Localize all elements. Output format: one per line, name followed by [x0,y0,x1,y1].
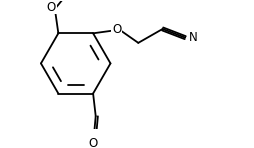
Text: O: O [47,1,56,14]
Text: O: O [88,137,98,148]
Text: O: O [112,23,121,36]
Text: N: N [189,31,197,44]
